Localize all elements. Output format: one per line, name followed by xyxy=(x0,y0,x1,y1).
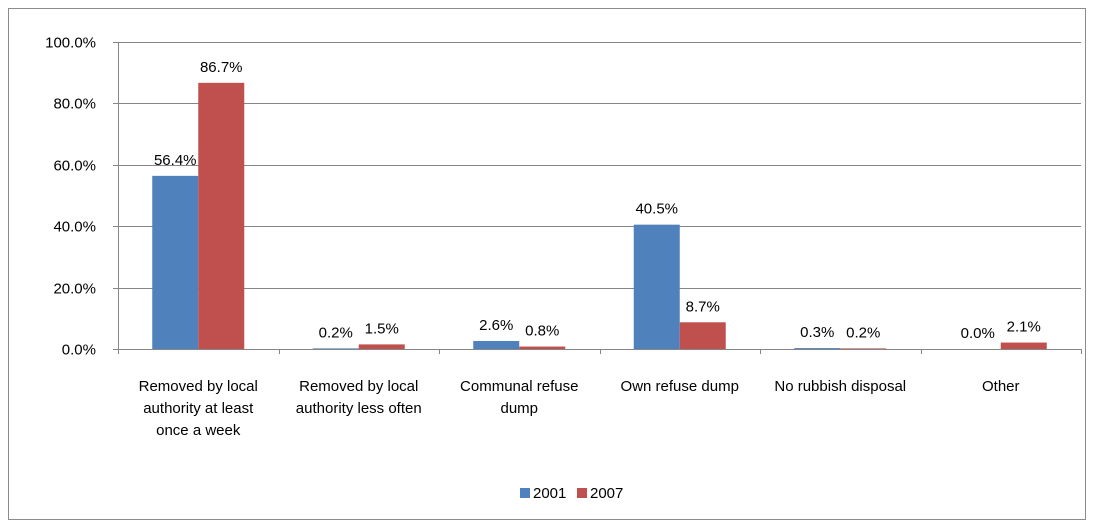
legend-label-2001: 2001 xyxy=(533,485,566,502)
category-label: once a week xyxy=(156,422,241,439)
category-label: Removed by local xyxy=(299,378,418,395)
axes xyxy=(113,42,1082,354)
category-label: dump xyxy=(500,400,538,417)
category-label: Communal refuse xyxy=(460,378,578,395)
data-label: 0.2% xyxy=(319,324,353,341)
data-label: 0.0% xyxy=(961,325,995,342)
category-label: authority less often xyxy=(296,400,422,417)
data-label: 86.7% xyxy=(200,59,243,76)
bar-2001 xyxy=(152,175,199,349)
data-label: 2.6% xyxy=(479,317,513,334)
category-label: Own refuse dump xyxy=(621,378,739,395)
category-label: authority at least xyxy=(143,400,254,417)
data-label: 0.3% xyxy=(800,324,834,341)
data-label: 0.2% xyxy=(846,324,880,341)
bar-2007 xyxy=(679,322,726,349)
category-label: Other xyxy=(982,378,1020,395)
y-tick-label: 80.0% xyxy=(53,96,96,113)
category-label: Removed by local xyxy=(139,378,258,395)
legend: 2001 2007 xyxy=(520,485,623,502)
data-label: 1.5% xyxy=(365,320,399,337)
bars xyxy=(152,82,1047,350)
bar-2007 xyxy=(198,82,245,350)
y-tick-label: 100.0% xyxy=(45,35,96,52)
data-label: 2.1% xyxy=(1007,319,1041,336)
bar-2001 xyxy=(794,348,841,349)
bar-2007 xyxy=(1000,342,1047,349)
y-tick-label: 20.0% xyxy=(53,281,96,298)
data-label: 8.7% xyxy=(686,298,720,315)
data-label: 56.4% xyxy=(154,152,197,169)
labels: 0.0% 20.0% 40.0% 60.0% 80.0% 100.0% 56.4% 86.7%… xyxy=(45,35,1041,440)
bar-2007 xyxy=(840,348,887,349)
legend-swatch-2007 xyxy=(577,488,587,498)
data-label: 40.5% xyxy=(635,201,678,218)
bar-2007 xyxy=(358,344,405,349)
y-tick-label: 0.0% xyxy=(62,342,96,359)
bar-2001 xyxy=(633,224,680,349)
bar-2001 xyxy=(312,348,359,349)
legend-label-2007: 2007 xyxy=(590,485,623,502)
category-label: No rubbish disposal xyxy=(774,378,906,395)
y-tick-label: 40.0% xyxy=(53,219,96,236)
gridlines xyxy=(118,42,1081,289)
bar-2007 xyxy=(519,346,566,349)
legend-swatch-2001 xyxy=(520,488,530,498)
y-tick-label: 60.0% xyxy=(53,158,96,175)
bar-2001 xyxy=(473,341,520,349)
data-label: 0.8% xyxy=(525,323,559,340)
